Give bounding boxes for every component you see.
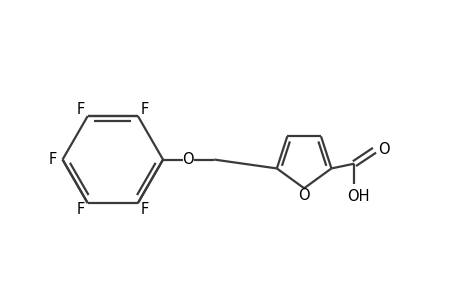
Text: F: F bbox=[140, 202, 148, 217]
Text: O: O bbox=[182, 152, 193, 167]
Text: O: O bbox=[377, 142, 389, 157]
Text: O: O bbox=[298, 188, 309, 203]
Text: F: F bbox=[49, 152, 57, 167]
Text: F: F bbox=[140, 102, 148, 117]
Text: OH: OH bbox=[346, 188, 369, 203]
Text: F: F bbox=[77, 102, 85, 117]
Text: F: F bbox=[77, 202, 85, 217]
